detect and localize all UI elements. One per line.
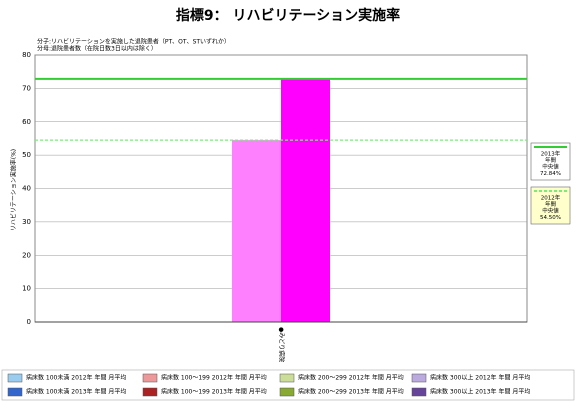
- subtitle: 分子:リハビリテーションを実施した退院患者（PT、OT、STいずれか）: [37, 38, 230, 46]
- x-tick-label: ●みどり病院: [278, 327, 286, 362]
- reference-value: 54.50%: [540, 215, 561, 221]
- y-tick-label: 10: [22, 285, 31, 293]
- legend-label: 病床数 100～199 2012年 年間 月平均: [161, 374, 267, 382]
- y-tick-label: 0: [27, 318, 31, 326]
- reference-label: 2013年: [541, 150, 561, 158]
- reference-label: 中央値: [542, 163, 559, 171]
- y-axis-label: リハビリテーション実施率(%): [10, 149, 18, 231]
- reference-box: [530, 186, 571, 225]
- legend-label: 病床数 200～299 2013年 年間 月平均: [298, 388, 404, 396]
- y-tick-label: 80: [22, 51, 31, 59]
- bar: [232, 140, 281, 322]
- y-tick-label: 60: [22, 118, 31, 126]
- legend-label: 病床数 100未満 2012年 年間 月平均: [26, 374, 126, 382]
- y-tick-label: 40: [22, 185, 31, 193]
- bar: [281, 78, 330, 322]
- legend-swatch: [7, 387, 23, 397]
- y-tick-label: 20: [22, 251, 31, 259]
- legend-swatch: [142, 373, 158, 383]
- legend-label: 病床数 200～299 2012年 年間 月平均: [298, 374, 404, 382]
- y-tick-label: 70: [22, 84, 31, 92]
- legend-label: 病床数 100未満 2013年 年間 月平均: [26, 388, 126, 396]
- reference-box: [530, 142, 571, 181]
- legend-swatch: [411, 373, 427, 383]
- legend-label: 病床数 300以上 2013年 年間 月平均: [430, 388, 530, 396]
- y-tick-label: 30: [22, 218, 31, 226]
- reference-label: 年間: [545, 156, 557, 164]
- chart-title: 指標9： リハビリテーション実施率: [176, 7, 400, 24]
- reference-label: 年間: [545, 200, 557, 208]
- y-tick-label: 50: [22, 151, 31, 159]
- legend-swatch: [279, 387, 295, 397]
- legend-label: 病床数 100～199 2013年 年間 月平均: [161, 388, 267, 396]
- legend-swatch: [279, 373, 295, 383]
- reference-label: 中央値: [542, 207, 559, 215]
- subtitle: 分母:退院患者数（在院日数3日以内は除く）: [37, 45, 157, 53]
- legend-swatch: [411, 387, 427, 397]
- reference-value: 72.84%: [540, 171, 561, 177]
- legend-swatch: [7, 373, 23, 383]
- legend-swatch: [142, 387, 158, 397]
- reference-label: 2012年: [541, 194, 561, 202]
- legend-label: 病床数 300以上 2012年 年間 月平均: [430, 374, 530, 382]
